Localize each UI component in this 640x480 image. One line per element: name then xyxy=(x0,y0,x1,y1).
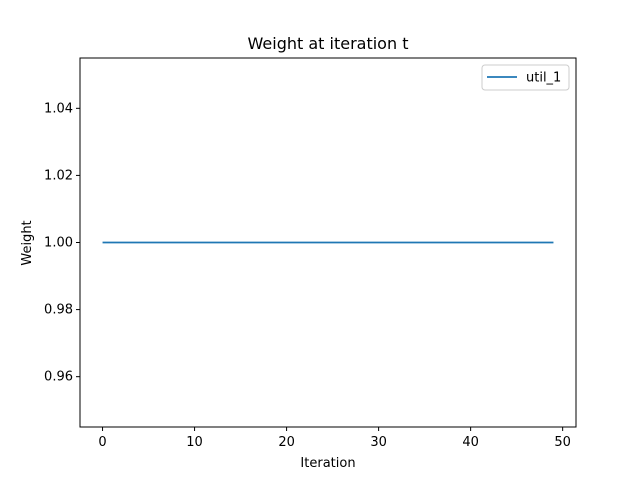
x-tick-label: 40 xyxy=(462,435,479,450)
x-tick-label: 50 xyxy=(554,435,571,450)
plot-frame xyxy=(79,57,577,428)
y-tick-label: 0.96 xyxy=(44,370,73,385)
y-tick-label: 1.02 xyxy=(44,168,73,183)
legend-label: util_1 xyxy=(526,71,561,86)
y-axis-label: Weight xyxy=(20,220,35,265)
x-tick-label: 10 xyxy=(186,435,203,450)
x-tick-label: 30 xyxy=(370,435,387,450)
y-tick-label: 1.00 xyxy=(44,236,73,251)
x-tick-label: 20 xyxy=(278,435,295,450)
legend: util_1 xyxy=(481,64,570,91)
legend-box xyxy=(481,64,570,91)
y-tick-label: 0.98 xyxy=(44,303,73,318)
y-axis-ticks: 0.96 0.98 1.00 1.02 1.04 xyxy=(44,101,80,385)
chart-title: Weight at iteration t xyxy=(248,34,409,53)
x-tick-label: 0 xyxy=(98,435,106,450)
y-tick-label: 1.04 xyxy=(44,101,73,116)
x-axis-label: Iteration xyxy=(300,456,355,471)
x-axis-ticks: 0 10 20 30 40 50 xyxy=(98,427,571,450)
